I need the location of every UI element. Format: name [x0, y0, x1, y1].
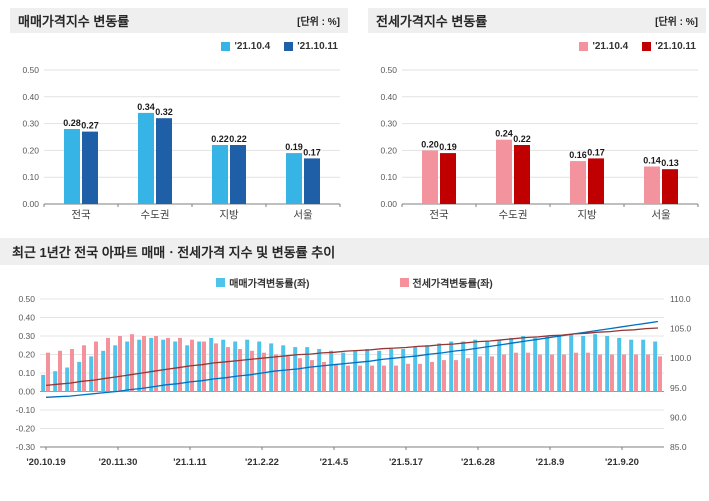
jeonse-index-panel: 전세가격지수 변동률 [단위 : %] '21.10.4 '21.10.11 0… [368, 8, 706, 224]
legend-swatch-light-blue [221, 41, 231, 51]
svg-text:0.13: 0.13 [661, 158, 679, 168]
svg-text:0.00: 0.00 [18, 387, 35, 397]
svg-text:0.30: 0.30 [380, 119, 397, 129]
sales-bar-chart: 0.00 0.10 0.20 0.30 0.40 0.50 전국 0.28 0.27 수도권 0.3… [22, 65, 341, 221]
svg-text:0.19: 0.19 [285, 142, 303, 152]
svg-text:0.28: 0.28 [63, 118, 81, 128]
jeonse-unit-label: [단위 : %] [655, 17, 698, 28]
sales-legend-item-2: '21.10.11 [284, 41, 338, 52]
jeonse-panel-header: 전세가격지수 변동률 [단위 : %] [368, 8, 706, 33]
svg-text:95.0: 95.0 [670, 383, 687, 393]
sales-unit-label: [단위 : %] [297, 17, 340, 28]
trend-chart-wrap: -0.30 -0.20 -0.10 0.00 0.10 0.20 0.30 0.40 0.50 8… [0, 291, 709, 473]
jeonse-legend: '21.10.4 '21.10.11 [368, 40, 696, 52]
jeonse-legend-item-2: '21.10.11 [642, 41, 696, 52]
svg-text:0.40: 0.40 [18, 313, 35, 323]
trend-section-header: 최근 1년간 전국 아파트 매매ㆍ전세가격 지수 및 변동률 추이 [0, 238, 709, 265]
svg-text:-0.20: -0.20 [16, 424, 36, 434]
svg-text:105.0: 105.0 [670, 324, 692, 334]
svg-text:0.50: 0.50 [22, 65, 39, 75]
svg-text:'20.10.19: '20.10.19 [26, 457, 65, 468]
svg-text:0.24: 0.24 [495, 129, 513, 139]
svg-text:0.50: 0.50 [380, 65, 397, 75]
svg-text:0.10: 0.10 [18, 368, 35, 378]
legend-swatch-pink [579, 41, 589, 51]
jeonse-legend-label-2: '21.10.11 [655, 40, 696, 52]
svg-text:0.10: 0.10 [22, 172, 39, 182]
svg-text:0.20: 0.20 [421, 139, 439, 149]
svg-text:지방: 지방 [219, 209, 239, 221]
svg-text:지방: 지방 [577, 209, 597, 221]
sales-legend-label-2: '21.10.11 [297, 40, 338, 52]
svg-text:0.10: 0.10 [380, 172, 397, 182]
legend-swatch-salmon [399, 277, 409, 287]
svg-text:'21.4.5: '21.4.5 [320, 457, 349, 468]
svg-text:0.50: 0.50 [18, 294, 35, 304]
svg-text:서울: 서울 [651, 209, 671, 221]
svg-text:0.22: 0.22 [513, 134, 531, 144]
trend-title: 최근 1년간 전국 아파트 매매ㆍ전세가격 지수 및 변동률 추이 [12, 245, 336, 260]
svg-text:'21.8.9: '21.8.9 [536, 457, 565, 468]
sales-index-panel: 매매가격지수 변동률 [단위 : %] '21.10.4 '21.10.11 0… [10, 8, 348, 224]
sales-panel-title: 매매가격지수 변동률 [18, 14, 130, 29]
svg-text:90.0: 90.0 [670, 412, 687, 422]
svg-text:0.19: 0.19 [439, 142, 457, 152]
sales-panel-header: 매매가격지수 변동률 [단위 : %] [10, 8, 348, 33]
svg-text:0.00: 0.00 [22, 199, 39, 209]
svg-text:전국: 전국 [429, 209, 449, 221]
svg-text:0.17: 0.17 [303, 147, 321, 157]
svg-text:110.0: 110.0 [670, 294, 691, 304]
sales-legend-item-1: '21.10.4 [221, 41, 270, 52]
svg-text:0.27: 0.27 [81, 121, 99, 131]
trend-legend-label-1: 매매가격변동률(좌) [229, 278, 310, 290]
svg-text:-0.30: -0.30 [16, 442, 36, 452]
svg-text:0.30: 0.30 [18, 331, 35, 341]
jeonse-legend-item-1: '21.10.4 [579, 41, 628, 52]
svg-text:수도권: 수도권 [141, 209, 170, 221]
svg-text:0.40: 0.40 [22, 92, 39, 102]
svg-text:0.40: 0.40 [380, 92, 397, 102]
svg-text:0.34: 0.34 [137, 102, 155, 112]
svg-text:0.30: 0.30 [22, 119, 39, 129]
trend-legend-item-1: 매매가격변동률(좌) [216, 275, 310, 290]
svg-text:'21.5.17: '21.5.17 [389, 457, 423, 468]
trend-combo-chart: -0.30 -0.20 -0.10 0.00 0.10 0.20 0.30 0.40 0.50 8… [16, 294, 692, 468]
svg-text:0.20: 0.20 [18, 350, 35, 360]
svg-text:'20.11.30: '20.11.30 [99, 457, 138, 468]
svg-text:수도권: 수도권 [499, 209, 528, 221]
svg-text:'21.2.22: '21.2.22 [245, 457, 279, 468]
svg-text:서울: 서울 [293, 209, 313, 221]
svg-text:'21.9.20: '21.9.20 [605, 457, 639, 468]
jeonse-legend-label-1: '21.10.4 [592, 40, 629, 52]
legend-swatch-dark-blue [284, 41, 294, 51]
sales-legend-label-1: '21.10.4 [234, 40, 271, 52]
svg-text:전국: 전국 [71, 209, 91, 221]
svg-text:0.32: 0.32 [155, 107, 173, 117]
svg-text:85.0: 85.0 [670, 442, 687, 452]
svg-text:0.20: 0.20 [380, 145, 397, 155]
top-charts-row: 매매가격지수 변동률 [단위 : %] '21.10.4 '21.10.11 0… [0, 8, 709, 224]
svg-text:'21.6.28: '21.6.28 [461, 457, 495, 468]
legend-swatch-dark-red [642, 41, 652, 51]
trend-legend-label-2: 전세가격변동률(좌) [412, 278, 493, 290]
svg-text:0.20: 0.20 [22, 145, 39, 155]
svg-text:0.22: 0.22 [211, 134, 229, 144]
svg-text:0.22: 0.22 [229, 134, 247, 144]
svg-text:100.0: 100.0 [670, 353, 692, 363]
svg-text:0.14: 0.14 [643, 156, 661, 166]
jeonse-panel-title: 전세가격지수 변동률 [376, 14, 488, 29]
trend-legend: 매매가격변동률(좌) 전세가격변동률(좌) [0, 275, 709, 290]
svg-text:-0.10: -0.10 [16, 405, 36, 415]
svg-text:0.17: 0.17 [587, 147, 605, 157]
sales-legend: '21.10.4 '21.10.11 [10, 40, 338, 52]
svg-text:0.16: 0.16 [569, 150, 587, 160]
legend-swatch-cyan [216, 277, 226, 287]
trend-legend-item-2: 전세가격변동률(좌) [399, 275, 493, 290]
svg-text:'21.1.11: '21.1.11 [173, 457, 207, 468]
svg-text:0.00: 0.00 [380, 199, 397, 209]
